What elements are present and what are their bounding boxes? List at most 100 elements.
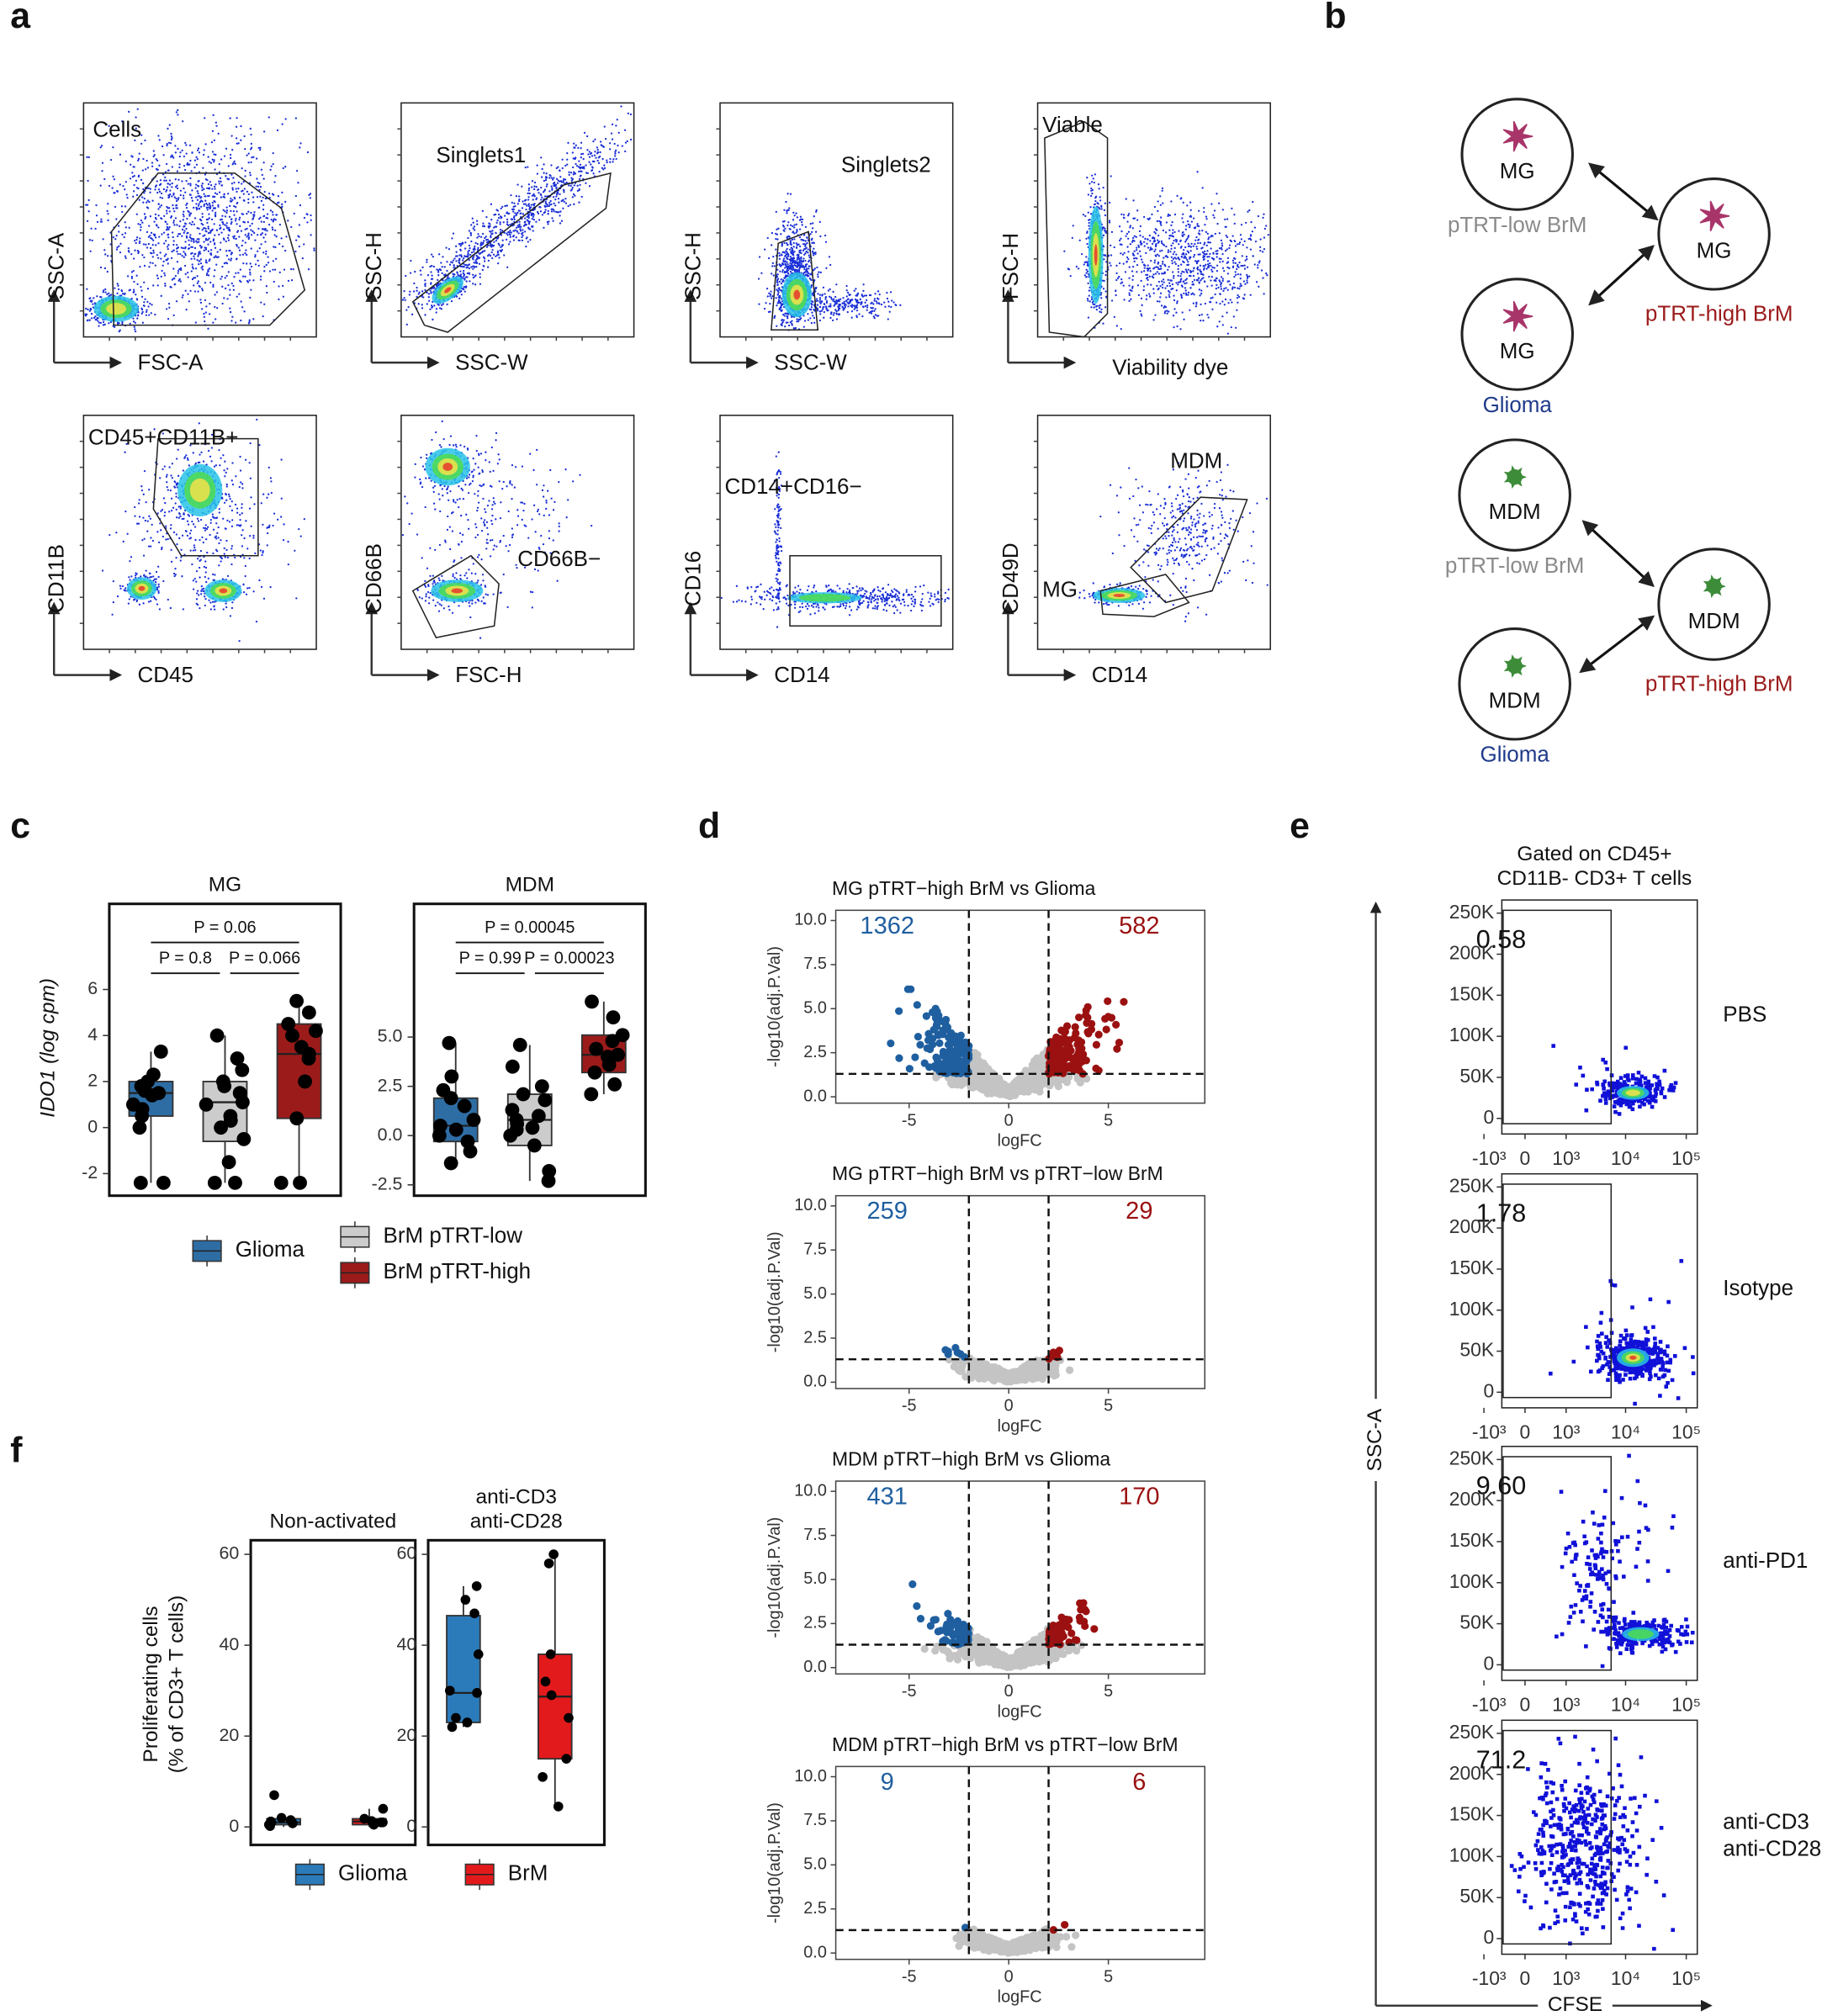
data-point: [543, 1558, 554, 1569]
y-axis-label: CD66B: [361, 543, 386, 614]
y-tick-label: 200K: [1449, 1488, 1495, 1510]
cell-icon: [1708, 210, 1719, 222]
plot-frame: [719, 102, 954, 338]
cell-icon: [1512, 131, 1523, 142]
plot-frame: [1501, 1445, 1698, 1681]
x-tick-label: 0: [1004, 1397, 1014, 1415]
data-point: [605, 1034, 620, 1049]
node: [1460, 98, 1574, 211]
data-point: [235, 1062, 250, 1077]
x-axis-label: Viability dye: [1112, 355, 1228, 380]
node-label: MG: [1500, 158, 1535, 183]
data-point: [214, 1120, 228, 1135]
legend-label: BrM pTRT-low: [384, 1222, 523, 1247]
x-tick-label: -5: [902, 1111, 917, 1130]
x-axis-label: SSC-W: [774, 350, 847, 375]
y-tick-label: 7.5: [803, 1240, 827, 1258]
y-tick-label: 5.0: [803, 1855, 827, 1874]
panel-label: d: [698, 806, 720, 846]
panel-label: b: [1324, 0, 1346, 36]
data-point: [457, 1098, 472, 1114]
condition-label: PBS: [1723, 1002, 1766, 1027]
gate: [110, 172, 306, 326]
y-tick-label: 200K: [1449, 1215, 1495, 1237]
y-tick-label: -2: [82, 1162, 98, 1183]
y-axis-label: (% of CD3+ T cells): [165, 1595, 188, 1774]
plot-frame: [834, 1765, 1206, 1960]
up-count: 170: [1119, 1484, 1159, 1511]
x-axis-label: CD14: [1092, 662, 1147, 687]
panel-label: a: [10, 0, 31, 36]
gate-label: CD45+CD11B+: [88, 425, 239, 450]
y-tick-label: 2.5: [803, 1614, 827, 1632]
gate-value: 1.78: [1476, 1199, 1526, 1228]
x-tick-label: 0: [1520, 1967, 1531, 1989]
x-tick-label: 10⁴: [1611, 1421, 1640, 1443]
y-tick-label: 0.0: [803, 1087, 827, 1105]
condition-label: anti-PD1: [1723, 1548, 1808, 1573]
arrow: [1581, 520, 1655, 588]
cell-icon: [1512, 311, 1523, 322]
density-core: [1113, 594, 1126, 597]
down-count: 1362: [860, 913, 914, 939]
y-tick-label: -2.5: [372, 1173, 403, 1193]
label-backdrop: [1360, 1399, 1391, 1482]
y-tick-label: 5.0: [378, 1026, 403, 1046]
y-tick-label: 50K: [1459, 1065, 1494, 1087]
y-axis-label: IDO1 (log cpm): [37, 978, 60, 1118]
legend-label: BrM: [508, 1860, 548, 1886]
gate-label: CD66B−: [517, 546, 601, 571]
condition-label: anti-CD3: [1723, 1808, 1809, 1833]
gate-label: MDM: [1170, 447, 1222, 473]
data-point: [542, 1163, 557, 1178]
box: [276, 1023, 322, 1119]
data-point: [587, 1065, 602, 1080]
y-axis-label: -log10(adj.P.Val): [765, 1231, 784, 1352]
arrow: [1588, 162, 1659, 221]
x-tick-label: 0: [1004, 1967, 1014, 1986]
plot-title: MDM pTRT−high BrM vs pTRT−low BrM: [832, 1733, 1178, 1755]
data-point: [294, 1040, 309, 1055]
density-dots: [1045, 1347, 1063, 1363]
box: [538, 1654, 573, 1760]
panel-label: f: [10, 1431, 23, 1471]
node-label: MG: [1500, 338, 1535, 363]
x-tick-label: 10⁵: [1671, 1967, 1701, 1989]
condition-label: anti-CD28: [1723, 1836, 1821, 1861]
data-point: [156, 1175, 171, 1190]
y-tick-label: 20: [220, 1725, 240, 1745]
x-axis-label: logFC: [998, 1417, 1042, 1436]
node: [1460, 278, 1574, 391]
node-label: MDM: [1688, 608, 1740, 633]
y-tick-label: 7.5: [803, 1811, 827, 1829]
data-point: [442, 1035, 457, 1050]
plot-frame: [400, 415, 635, 650]
down-count: 259: [867, 1198, 908, 1225]
y-tick-label: 2.5: [803, 1328, 827, 1347]
data-point: [531, 1109, 546, 1124]
group-label: Glioma: [1483, 392, 1553, 417]
data-point: [132, 1120, 147, 1135]
y-tick-label: 4: [87, 1024, 98, 1045]
panel-title: Gated on CD45+: [1517, 843, 1671, 865]
panel-b-arrows: [1579, 162, 1659, 674]
y-tick-label: 6: [87, 978, 98, 998]
x-tick-label: -10³: [1472, 1694, 1507, 1716]
gate-label: MG: [1042, 576, 1078, 601]
data-point: [534, 1079, 549, 1094]
y-axis-label: -log10(adj.P.Val): [765, 1802, 784, 1923]
y-tick-label: 40: [396, 1634, 416, 1654]
density-dots: [945, 1354, 1074, 1386]
y-tick-label: 20: [396, 1725, 416, 1745]
gate-label: Viable: [1042, 112, 1103, 137]
density-dots: [952, 1925, 1080, 1957]
data-point: [444, 1069, 459, 1084]
data-point: [146, 1067, 161, 1082]
data-point: [133, 1175, 148, 1190]
x-tick-label: 5: [1104, 1111, 1113, 1130]
data-point: [269, 1790, 279, 1801]
data-point: [469, 1608, 479, 1619]
panel-label: c: [10, 806, 30, 846]
gate-value: 0.58: [1476, 925, 1526, 954]
data-point: [436, 1082, 451, 1098]
